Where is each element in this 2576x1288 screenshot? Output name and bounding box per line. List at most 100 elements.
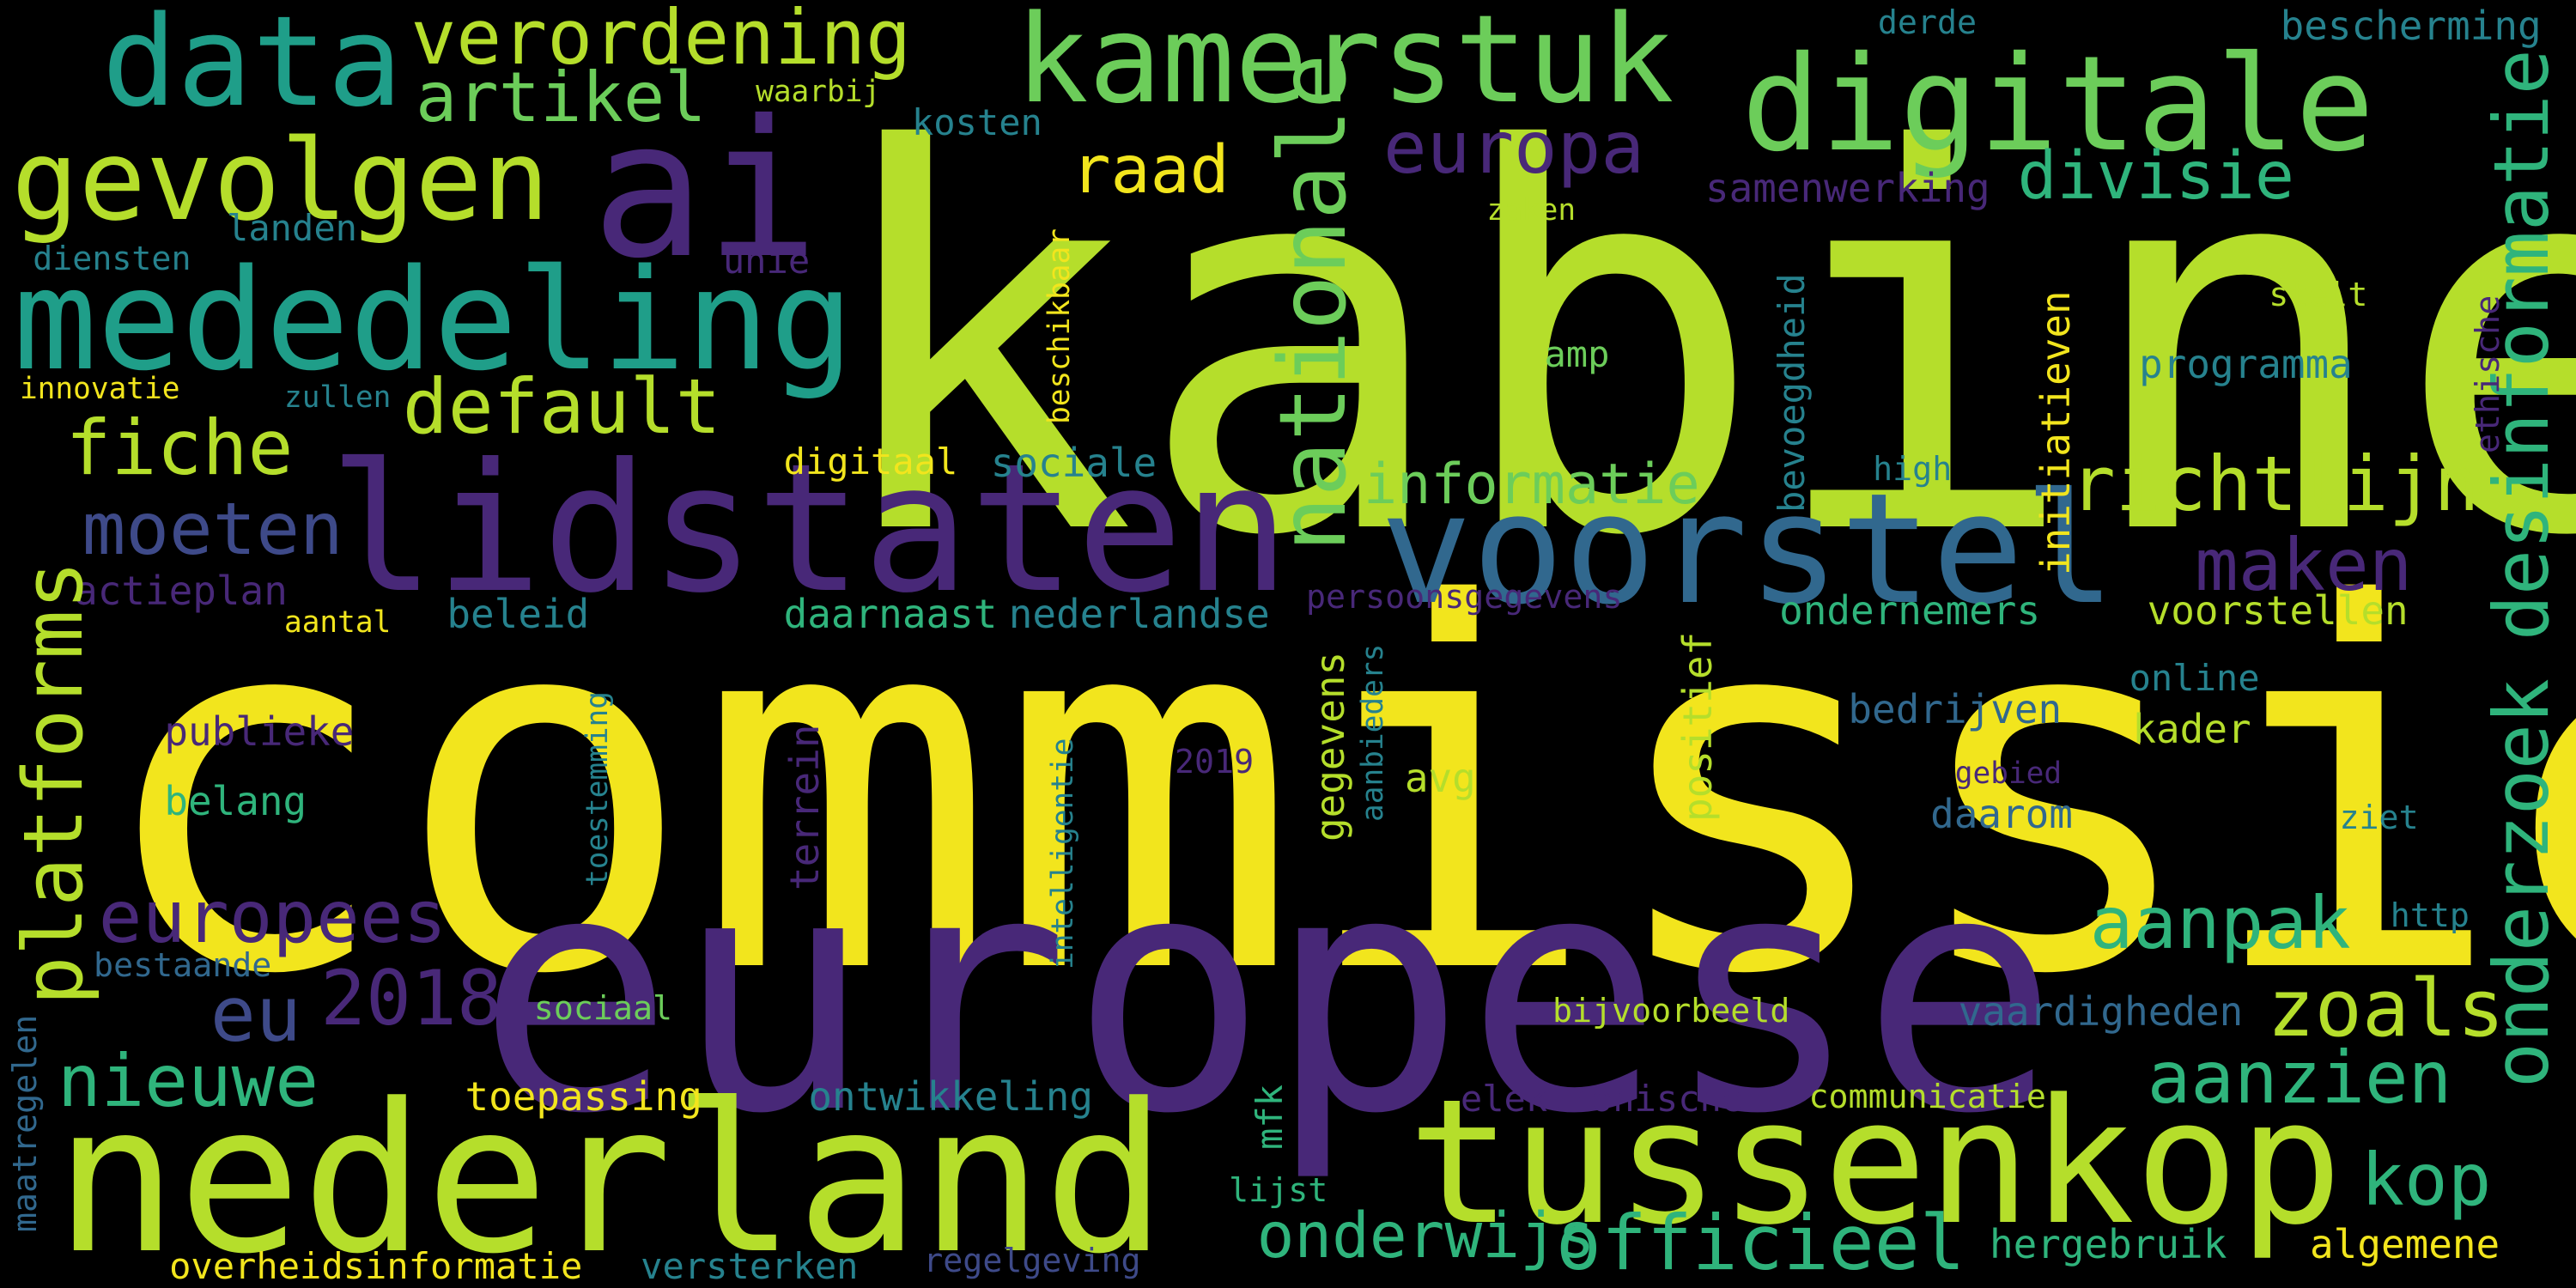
word-kabinet: kabinet: [821, 42, 2576, 651]
word-vaardigheden: vaardigheden: [1958, 987, 2244, 1035]
word-avg: avg: [1404, 754, 1476, 801]
word-derde: derde: [1877, 3, 1978, 42]
word-intelligentie: intelligentie: [1045, 738, 1080, 969]
word-commissie: commissie: [92, 500, 2576, 1084]
word-amp: amp: [1544, 333, 1610, 376]
word-programma: programma: [2139, 340, 2353, 387]
word-gegevens: gegevens: [1306, 651, 1353, 841]
word-gevolgen: gevolgen: [11, 115, 550, 246]
word-bescherming: bescherming: [2280, 2, 2542, 49]
word-toestemming: toestemming: [580, 691, 616, 888]
word-lidstaten: lidstaten: [328, 424, 1291, 632]
word-data: data: [101, 0, 403, 135]
word-stelt: stelt: [2269, 276, 2368, 315]
word-onderzoek: onderzoek: [2476, 677, 2566, 1088]
word-terrein: terrein: [781, 724, 828, 890]
word-regelgeving: regelgeving: [923, 1242, 1141, 1281]
word-algemene: algemene: [2310, 1221, 2500, 1268]
word-lijst: lijst: [1229, 1170, 1328, 1210]
word-default: default: [402, 362, 721, 452]
word-eu: eu: [210, 970, 301, 1060]
word-initiatieven: initiatieven: [2032, 289, 2080, 575]
word-mfk: mfk: [1248, 1084, 1291, 1151]
word-kosten: kosten: [911, 101, 1042, 144]
word-sociale: sociale: [990, 439, 1157, 486]
word-bedrijven: bedrijven: [1848, 685, 2063, 732]
word-bijvoorbeeld: bijvoorbeeld: [1552, 992, 1790, 1031]
word-artikel: artikel: [416, 56, 707, 137]
word-overheidsinformatie: overheidsinformatie: [169, 1245, 583, 1288]
word-http: http: [2390, 896, 2470, 936]
word-zullen: zullen: [283, 380, 392, 415]
word-verordening: verordening: [410, 0, 912, 82]
word-high: high: [1873, 450, 1953, 489]
word-2019: 2019: [1174, 742, 1255, 781]
word-europese: europese: [476, 804, 2059, 1187]
word-voorstel: voorstel: [1380, 460, 2117, 639]
word-persoonsgegevens: persoonsgegevens: [1306, 578, 1623, 617]
word-nieuwe: nieuwe: [57, 1038, 319, 1123]
word-sociaal: sociaal: [533, 988, 672, 1028]
word-tussenkop: tussenkop: [1407, 1063, 2343, 1264]
word-belang: belang: [164, 777, 307, 824]
word-maken: maken: [2195, 523, 2413, 608]
word-unie: unie: [722, 240, 811, 283]
word-daarom: daarom: [1930, 791, 2073, 838]
word-gebied: gebied: [1954, 756, 2063, 791]
word-publieke: publieke: [164, 708, 355, 756]
word-voorstellen: voorstellen: [2147, 586, 2409, 634]
word-richtlijn: richtlijn: [2069, 440, 2480, 529]
word-mededeling: mededeling: [13, 239, 854, 402]
word-nationale: nationale: [1261, 53, 1368, 552]
word-2018: 2018: [320, 954, 502, 1043]
word-beschikbaar: beschikbaar: [1042, 228, 1077, 424]
word-kader: kader: [2132, 705, 2251, 752]
word-waarbij: waarbij: [756, 74, 881, 109]
word-aanzien: aanzien: [2147, 1036, 2452, 1120]
word-officieel: officieel: [1555, 1199, 1965, 1288]
word-aanbieders: aanbieders: [1356, 643, 1391, 822]
word-raad: raad: [1071, 131, 1230, 209]
word-nederlandse: nederlandse: [1008, 590, 1270, 637]
word-digitale: digitale: [1741, 27, 2375, 181]
word-beleid: beleid: [447, 590, 590, 637]
word-elektronische: elektronische: [1460, 1077, 1744, 1120]
word-toepassing: toepassing: [465, 1073, 702, 1121]
word-actieplan: actieplan: [74, 567, 288, 614]
word-kamerstuk: kamerstuk: [1015, 0, 1674, 131]
word-ethische: ethische: [2469, 295, 2508, 454]
word-onderwijs: onderwijs: [1256, 1200, 1595, 1273]
word-zaken: zaken: [1486, 192, 1577, 228]
word-positief: positief: [1674, 631, 1722, 822]
word-hergebruik: hergebruik: [1989, 1221, 2227, 1268]
word-samenwerking: samenwerking: [1704, 165, 1990, 212]
word-moeten: moeten: [82, 486, 343, 571]
word-fiche: fiche: [65, 404, 294, 493]
word-divisie: divisie: [2017, 138, 2294, 216]
word-innovatie: innovatie: [19, 372, 180, 407]
word-ondernemers: ondernemers: [1779, 586, 2041, 634]
word-versterken: versterken: [641, 1245, 859, 1288]
word-aantal: aantal: [283, 605, 392, 640]
word-zoals: zoals: [2267, 962, 2505, 1054]
word-ontwikkeling: ontwikkeling: [808, 1073, 1093, 1121]
word-bevoegdheid: bevoegdheid: [1771, 273, 1814, 513]
word-informatie: informatie: [1364, 452, 1700, 517]
word-ai: ai: [591, 79, 819, 300]
word-nederland: nederland: [54, 1060, 1167, 1288]
word-maatregelen: maatregelen: [6, 1014, 46, 1232]
word-aanpak: aanpak: [2089, 881, 2351, 966]
word-europa: europa: [1382, 106, 1645, 191]
word-ziet: ziet: [2339, 798, 2419, 837]
word-daarnaast: daarnaast: [783, 590, 998, 637]
word-diensten: diensten: [33, 240, 191, 279]
word-online: online: [2129, 657, 2260, 700]
word-kop: kop: [2360, 1137, 2492, 1222]
word-europees: europees: [98, 874, 447, 959]
word-digitaal: digitaal: [783, 440, 958, 483]
word-communicatie: communicatie: [1808, 1077, 2046, 1116]
word-landen: landen: [227, 206, 358, 249]
word-platforms: platforms: [5, 560, 102, 1005]
word-bestaande: bestaande: [94, 945, 272, 985]
